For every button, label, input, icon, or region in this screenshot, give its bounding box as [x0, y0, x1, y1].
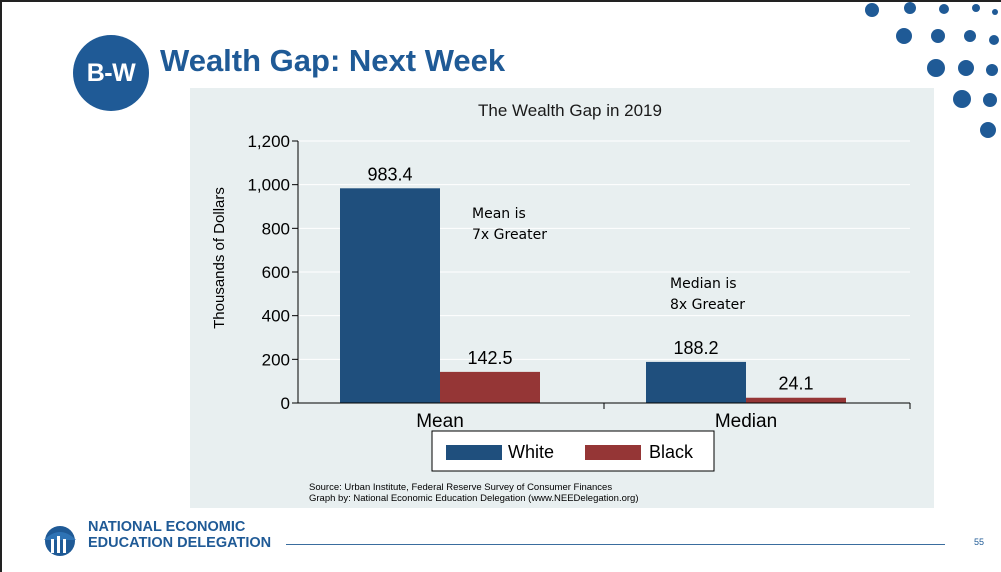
annotation-line: 7x Greater [472, 227, 547, 243]
slide-border-left [0, 0, 2, 572]
annotation-median: Median is 8x Greater [670, 276, 745, 313]
organization-name-line-1: NATIONAL ECONOMIC [88, 519, 246, 535]
annotation-line: Median is [670, 276, 737, 292]
bars [340, 188, 846, 403]
data-label: 142.5 [467, 348, 512, 368]
legend: White Black [431, 430, 715, 472]
data-labels: 983.4 142.5 188.2 24.1 [367, 164, 813, 393]
decorative-dots [865, 2, 999, 138]
chart-title: The Wealth Gap in 2019 [478, 101, 662, 120]
annotation-line: Mean is [472, 206, 526, 222]
wealth-gap-chart: 0 200 400 600 800 1,000 1,200 983.4 142.5 188.2 2… [211, 101, 911, 504]
legend-label-white: White [508, 442, 554, 462]
y-tick-label: 800 [262, 219, 290, 238]
bar-white-mean [340, 188, 440, 403]
y-tick-label: 0 [281, 394, 290, 413]
legend-swatch-white [446, 445, 502, 460]
data-label: 24.1 [778, 374, 813, 394]
data-label: 188.2 [673, 338, 718, 358]
page-number: 55 [974, 537, 985, 547]
columns-logo-icon [44, 526, 76, 556]
bar-black-mean [440, 371, 540, 403]
category-labels: Mean Median [416, 403, 911, 432]
bar-white-median [646, 361, 746, 403]
slide-border-top [0, 0, 1001, 2]
slide-title: Wealth Gap: Next Week [160, 43, 506, 78]
source-line-2: Graph by: National Economic Education De… [309, 493, 639, 504]
y-tick-label: 1,000 [247, 176, 290, 195]
legend-label-black: Black [649, 442, 694, 462]
legend-swatch-black [585, 445, 641, 460]
annotation-line: 8x Greater [670, 297, 745, 313]
annotations: Mean is 7x Greater Median is 8x Greater [472, 206, 745, 313]
footer-rule [286, 544, 945, 545]
y-tick-label: 600 [262, 263, 290, 282]
annotation-mean: Mean is 7x Greater [472, 206, 547, 243]
y-tick-label: 400 [262, 307, 290, 326]
category-label: Mean [416, 411, 464, 432]
organization-name-line-2: EDUCATION DELEGATION [88, 534, 272, 551]
category-label: Median [715, 411, 777, 432]
y-tick-label: 1,200 [247, 132, 290, 151]
y-axis-title: Thousands of Dollars [211, 187, 228, 329]
y-tick-labels: 0 200 400 600 800 1,000 1,200 [247, 132, 290, 413]
bar-black-median [746, 397, 846, 403]
data-label: 983.4 [367, 164, 412, 184]
title-badge: B-W [73, 35, 149, 111]
organization-name: NATIONAL ECONOMIC EDUCATION DELEGATION [88, 519, 272, 551]
source-line-1: Source: Urban Institute, Federal Reserve… [309, 482, 612, 493]
chart-panel: 0 200 400 600 800 1,000 1,200 983.4 142.5 188.2 2… [190, 88, 934, 508]
y-tick-label: 200 [262, 350, 290, 369]
